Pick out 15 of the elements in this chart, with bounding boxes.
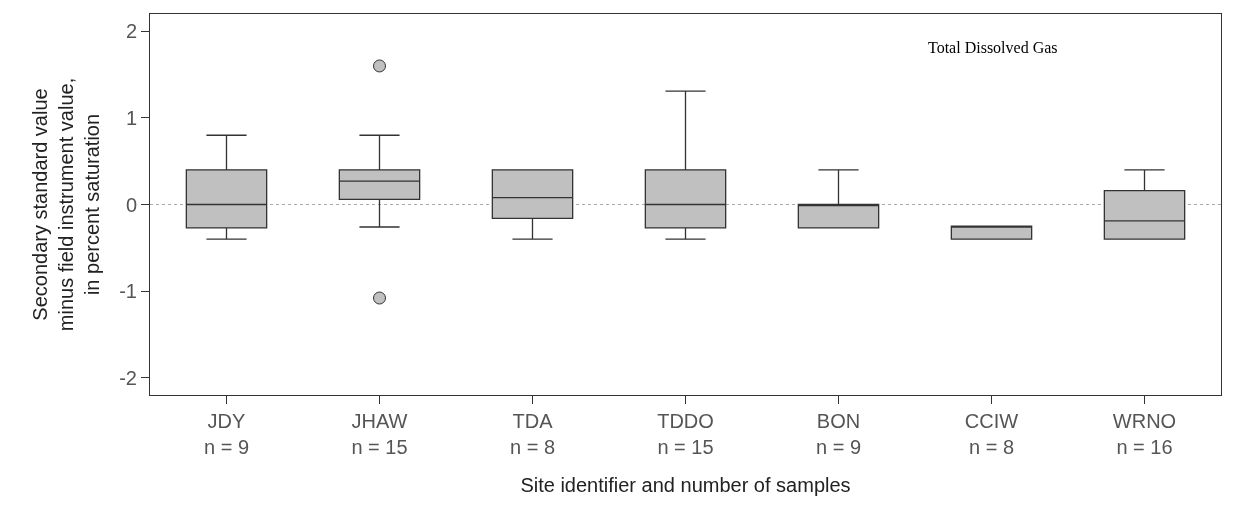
x-tick-label: TDDO n = 15	[657, 410, 714, 458]
y-tick-label: 2	[125, 20, 137, 43]
x-tick-label: TDA n = 8	[509, 410, 556, 458]
x-tick-label: BON n = 9	[815, 410, 862, 458]
x-tick-label: JDY n = 9	[203, 410, 250, 458]
y-tick-label: 1	[125, 106, 137, 129]
x-tick-label: WRNO n = 16	[1112, 410, 1177, 458]
y-tick-label: -2	[119, 366, 137, 389]
x-tick-label: CCIW n = 8	[964, 410, 1019, 458]
y-axis-title: Secondary standard value minus field instrument value, in percent saturation	[28, 77, 103, 332]
y-tick-label: -1	[119, 280, 137, 303]
x-axis-title: Site identifier and number of samples	[520, 473, 851, 496]
annotation: Total Dissolved Gas	[928, 39, 1058, 56]
x-tick-label: JHAW n = 15	[351, 410, 408, 458]
y-tick-label: 0	[125, 193, 137, 216]
